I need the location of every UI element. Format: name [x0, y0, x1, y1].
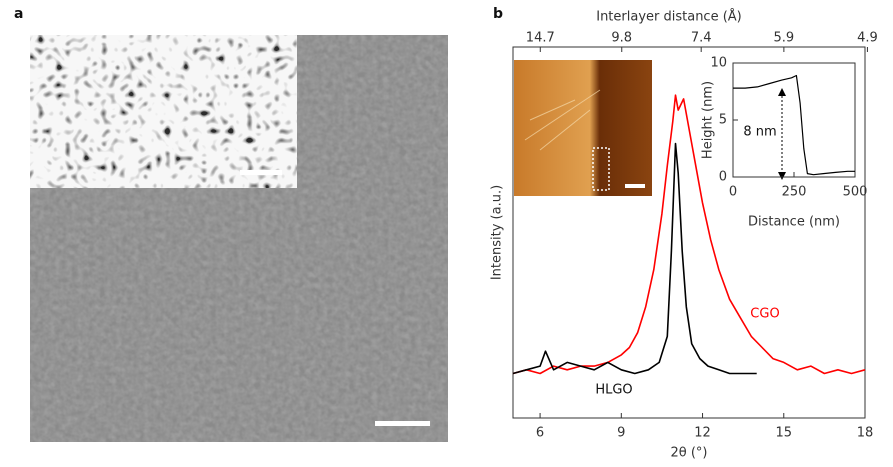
x-axis-label: 2θ (°) [670, 446, 707, 461]
x2-axis-label: Interlayer distance (Å) [596, 9, 742, 25]
afm-box [592, 147, 610, 191]
series-line [733, 74, 855, 176]
plot-frame [512, 46, 866, 419]
x2-tick-label: 5.9 [774, 31, 795, 46]
x-tick-label: 6 [536, 426, 544, 441]
y-tick-label: 10 [710, 56, 727, 71]
x2-tick-label: 9.8 [611, 31, 632, 46]
panel-label: a [14, 6, 23, 22]
x-tick-label: 12 [694, 426, 711, 441]
series-line [512, 94, 866, 375]
x2-tick-label: 7.4 [691, 31, 712, 46]
x-tick-label: 18 [857, 426, 874, 441]
afm-image [514, 60, 652, 196]
series-line [512, 142, 757, 375]
y-tick-label: 5 [719, 113, 727, 128]
x-tick-label: 0 [729, 185, 737, 200]
scale-bar [375, 421, 430, 426]
y-axis-label: Intensity (a.u.) [490, 185, 505, 280]
panel-label: b [493, 6, 503, 22]
x-tick-label: 250 [782, 185, 807, 200]
y-tick-label: 0 [719, 170, 727, 185]
y-axis-label: Height (nm) [701, 81, 716, 159]
annotation: 8 nm [743, 125, 776, 140]
x-tick-label: 9 [617, 426, 625, 441]
annotation: HLGO [595, 383, 632, 398]
sem-inset-texture [30, 35, 297, 188]
afm-features [524, 89, 601, 151]
x-tick-label: 500 [843, 185, 868, 200]
x2-tick-label: 4.9 [857, 31, 878, 46]
x-tick-label: 15 [775, 426, 792, 441]
annotation: CGO [750, 307, 779, 322]
scale-bar [625, 184, 645, 188]
x-axis-label: Distance (nm) [748, 215, 840, 230]
x2-tick-label: 14.7 [526, 31, 555, 46]
plot-frame [732, 62, 856, 178]
scale-bar [240, 170, 282, 175]
